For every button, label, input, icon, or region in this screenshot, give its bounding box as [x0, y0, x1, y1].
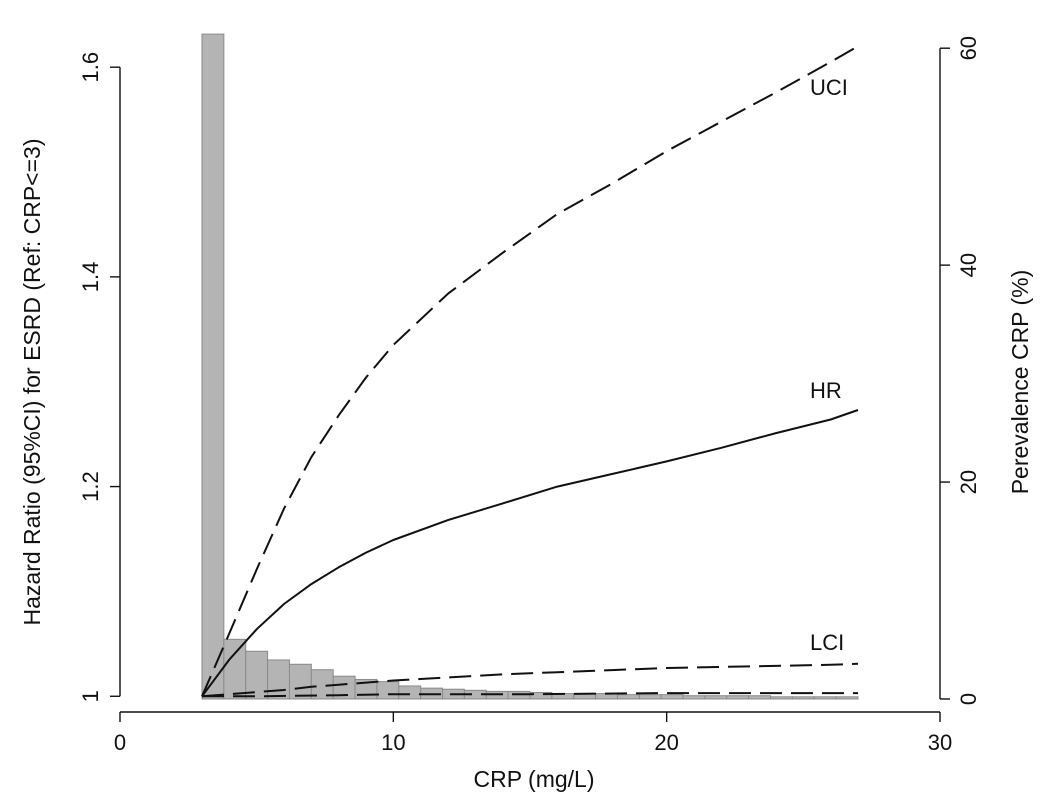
y-axis-right-title: Perevalence CRP (%): [1007, 270, 1033, 495]
series-label-lci: LCI: [810, 630, 844, 655]
y-left-tick-label-2: 1.4: [78, 262, 103, 293]
y-right-tick-label-2: 40: [956, 253, 981, 277]
series-label-uci: UCI: [810, 75, 848, 100]
histogram-bar-0: [201, 33, 225, 700]
histogram-bar-9: [398, 685, 422, 700]
histogram-bar-23: [704, 695, 728, 700]
histogram-bar-25: [748, 695, 772, 700]
y-right-tick-label-1: 20: [956, 470, 981, 494]
histogram-bar-22: [682, 695, 706, 700]
y-left-tick-label-3: 1.6: [78, 52, 103, 83]
x-tick-label-1: 10: [381, 730, 405, 755]
histogram-bar-24: [726, 695, 750, 700]
curve-group: [201, 45, 859, 698]
y-right-tick-label-0: 0: [956, 693, 981, 705]
x-axis-title: CRP (mg/L): [474, 766, 595, 792]
series-line-uci: [201, 45, 859, 697]
histogram-bars: [201, 33, 859, 700]
histogram-bar-19: [616, 694, 640, 700]
histogram-bar-29: [835, 696, 859, 700]
series-labels: UCI HR LCI: [810, 75, 848, 655]
histogram-bar-8: [376, 681, 400, 700]
y-axis-left-title: Hazard Ratio (95%CI) for ESRD (Ref: CRP<…: [19, 139, 45, 626]
histogram-bar-21: [660, 694, 684, 700]
x-tick-label-0: 0: [114, 730, 126, 755]
histogram-bar-4: [288, 663, 312, 700]
histogram-bar-28: [813, 696, 837, 700]
x-tick-label-2: 20: [654, 730, 678, 755]
histogram-bar-26: [770, 696, 793, 700]
histogram-bar-3: [267, 659, 290, 700]
series-line-lci: [201, 662, 859, 698]
histogram-bar-1: [223, 638, 247, 700]
histogram-bar-27: [791, 696, 815, 700]
series-line-hr: [201, 409, 859, 697]
series-line-reference-3: [202, 692, 858, 698]
y-left-tick-label-1: 1.2: [78, 471, 103, 502]
axes: 0 10 20 30 1 1.2 1.4 1.6 0 20 40 60: [78, 36, 981, 755]
series-label-hr: HR: [810, 378, 842, 403]
x-tick-label-3: 30: [928, 730, 952, 755]
histogram-bar-20: [638, 694, 662, 700]
y-right-tick-label-3: 60: [956, 36, 981, 60]
y-left-tick-label-0: 1: [78, 690, 103, 702]
